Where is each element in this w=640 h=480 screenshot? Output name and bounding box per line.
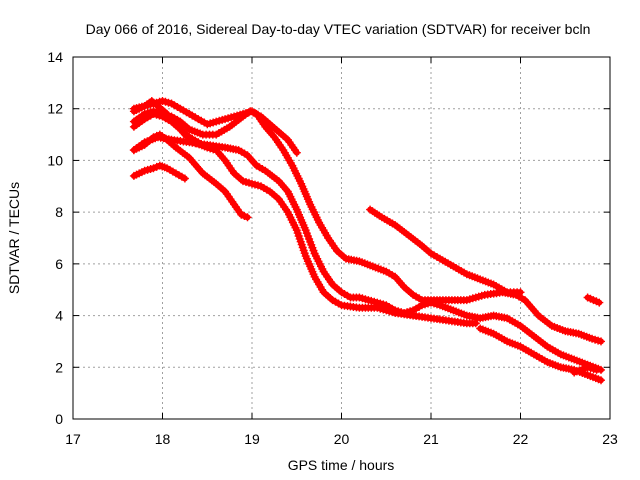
y-tick-label: 14 [47,49,63,65]
series-layer [129,97,605,385]
y-tick-label: 10 [47,152,63,168]
grid [73,57,610,419]
y-axis-label: SDTVAR / TECUs [6,182,22,294]
x-tick-label: 23 [602,431,618,447]
series-arc-10 [583,293,604,307]
series-markers [583,293,604,307]
series-arc-7 [129,97,301,157]
tick-marks [72,56,611,420]
x-tick-label: 18 [155,431,171,447]
y-tick-label: 0 [55,411,63,427]
x-tick-label: 22 [513,431,529,447]
y-tick-label: 2 [55,359,63,375]
x-tick-label: 17 [65,431,81,447]
y-tick-label: 12 [47,101,63,117]
x-tick-label: 21 [423,431,439,447]
y-tick-labels: 0 2 4 6 8 10 12 14 [47,49,63,427]
series-arc-11 [570,363,601,377]
x-tick-label: 20 [334,431,350,447]
series-band [130,110,479,327]
series-arc-8 [366,205,525,297]
series-markers [129,161,189,183]
y-tick-label: 8 [55,204,63,220]
x-tick-labels: 17 18 19 20 21 22 23 [65,431,618,447]
y-tick-label: 4 [55,308,63,324]
series-markers [570,363,601,377]
chart-title: Day 066 of 2016, Sidereal Day-to-day VTE… [86,21,591,37]
x-axis-label: GPS time / hours [288,457,395,473]
series-markers [129,97,301,157]
x-tick-label: 19 [244,431,260,447]
series-markers [366,205,525,297]
series-arc-1 [129,161,189,183]
y-tick-label: 6 [55,256,63,272]
